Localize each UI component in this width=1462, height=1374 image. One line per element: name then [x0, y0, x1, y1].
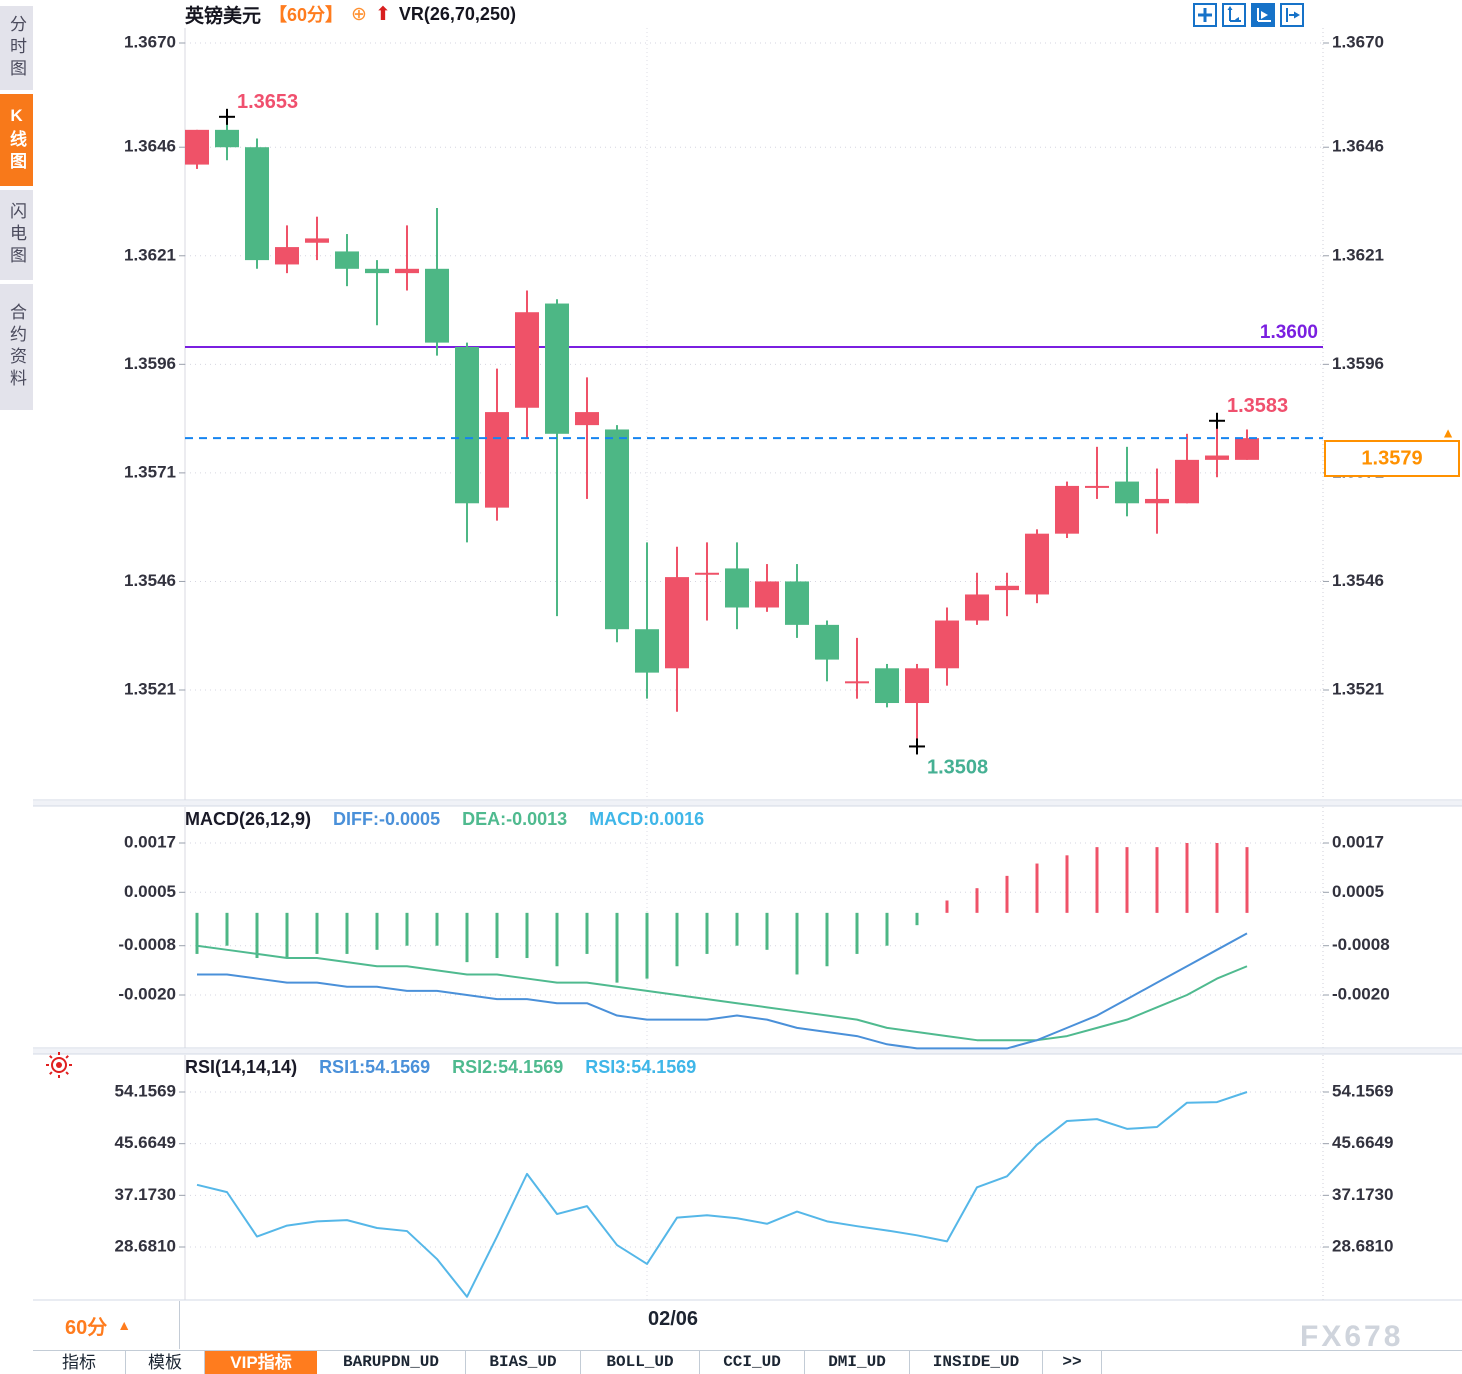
chart-toolbar: [1193, 3, 1304, 27]
period-selector-label: 60分: [65, 1316, 108, 1339]
svg-text:1.3579: 1.3579: [1361, 447, 1422, 469]
tab-templates[interactable]: 模板: [126, 1351, 205, 1374]
svg-text:▲: ▲: [1441, 425, 1455, 441]
period-label: 【60分】: [269, 5, 344, 25]
svg-text:-0.0008: -0.0008: [1332, 935, 1390, 954]
svg-text:1.3670: 1.3670: [1332, 32, 1384, 51]
rsi3-value: RSI3:54.1569: [585, 1057, 697, 1077]
macd-diff-value: DIFF:-0.0005: [333, 809, 441, 829]
rsi-title-row: RSI(14,14,14) RSI1:54.1569 RSI2:54.1569 …: [185, 1057, 696, 1078]
svg-text:28.6810: 28.6810: [1332, 1236, 1393, 1255]
tab-cci-ud[interactable]: CCI_UD: [700, 1351, 805, 1374]
macd-hist-value: MACD:0.0016: [589, 809, 705, 829]
svg-text:1.3508: 1.3508: [927, 757, 988, 779]
svg-text:1.3653: 1.3653: [237, 91, 298, 113]
tab-vip-indicators[interactable]: VIP指标: [205, 1351, 317, 1374]
macd-dea-value: DEA:-0.0013: [462, 809, 568, 829]
svg-text:0.0005: 0.0005: [124, 882, 176, 901]
watermark: FX678: [1300, 1320, 1404, 1353]
svg-text:-0.0020: -0.0020: [118, 984, 176, 1003]
svg-text:1.3521: 1.3521: [1332, 679, 1384, 698]
sidebar-item-kline-chart[interactable]: K线图: [0, 94, 33, 186]
svg-text:1.3621: 1.3621: [124, 245, 176, 264]
sidebar-item-contract-info[interactable]: 合约资料: [0, 284, 33, 410]
x-axis-date-label: 02/06: [648, 1308, 699, 1330]
svg-text:37.1730: 37.1730: [1332, 1185, 1393, 1204]
svg-text:1.3596: 1.3596: [124, 354, 176, 373]
pan-right-icon[interactable]: [1280, 3, 1304, 27]
add-indicator-icon[interactable]: ⊕: [351, 3, 367, 25]
svg-text:37.1730: 37.1730: [115, 1185, 176, 1204]
symbol-name: 英镑美元: [185, 5, 262, 27]
svg-text:45.6649: 45.6649: [115, 1133, 176, 1152]
svg-text:1.3600: 1.3600: [1260, 322, 1318, 343]
tab-boll-ud[interactable]: BOLL_UD: [581, 1351, 700, 1374]
axis-scale-icon[interactable]: [1222, 3, 1246, 27]
svg-text:1.3571: 1.3571: [124, 462, 176, 481]
rsi2-value: RSI2:54.1569: [452, 1057, 564, 1077]
svg-text:1.3546: 1.3546: [124, 571, 176, 590]
svg-text:1.3583: 1.3583: [1227, 395, 1288, 417]
svg-text:54.1569: 54.1569: [1332, 1081, 1393, 1100]
svg-text:0.0005: 0.0005: [1332, 882, 1384, 901]
svg-text:1.3521: 1.3521: [124, 679, 176, 698]
sun-marker-icon: [46, 1052, 72, 1078]
svg-text:0.0017: 0.0017: [1332, 832, 1384, 851]
macd-title: MACD(26,12,9): [185, 809, 312, 829]
svg-text:-0.0020: -0.0020: [1332, 984, 1390, 1003]
auto-scale-icon[interactable]: [1251, 3, 1275, 27]
triangle-up-icon: ▲: [117, 1317, 132, 1333]
sidebar-item-time-chart[interactable]: 分时图: [0, 6, 33, 90]
svg-text:1.3670: 1.3670: [124, 32, 176, 51]
tab-dmi-ud[interactable]: DMI_UD: [805, 1351, 910, 1374]
tab-inside-ud[interactable]: INSIDE_UD: [910, 1351, 1043, 1374]
tab-indicators[interactable]: 指标: [33, 1351, 126, 1374]
svg-text:45.6649: 45.6649: [1332, 1133, 1393, 1152]
indicator-tabbar: 指标 模板 VIP指标 BARUPDN_UD BIAS_UD BOLL_UD C…: [33, 1350, 1462, 1374]
svg-text:1.3621: 1.3621: [1332, 245, 1384, 264]
svg-text:28.6810: 28.6810: [115, 1236, 176, 1255]
rsi1-value: RSI1:54.1569: [319, 1057, 431, 1077]
svg-text:0.0017: 0.0017: [124, 832, 176, 851]
vr-indicator-label: VR(26,70,250): [398, 3, 516, 24]
crosshair-icon[interactable]: [1193, 3, 1217, 27]
chart-header: 英镑美元 【60分】 ⊕ ⬆ VR(26,70,250): [185, 0, 516, 28]
svg-text:-0.0008: -0.0008: [118, 935, 176, 954]
period-selector-button[interactable]: 60分 ▲: [33, 1301, 180, 1349]
svg-text:1.3596: 1.3596: [1332, 354, 1384, 373]
svg-text:1.3546: 1.3546: [1332, 571, 1384, 590]
svg-text:1.3646: 1.3646: [1332, 137, 1384, 156]
sidebar: 分时图 K线图 闪电图 合约资料: [0, 0, 33, 414]
tab-more[interactable]: >>: [1043, 1351, 1102, 1374]
sidebar-item-lightning-chart[interactable]: 闪电图: [0, 190, 33, 280]
svg-text:54.1569: 54.1569: [115, 1081, 176, 1100]
tab-bias-ud[interactable]: BIAS_UD: [466, 1351, 581, 1374]
up-arrow-icon: ⬆: [374, 3, 391, 25]
tab-barupdn-ud[interactable]: BARUPDN_UD: [317, 1351, 466, 1374]
rsi-title: RSI(14,14,14): [185, 1057, 298, 1077]
macd-title-row: MACD(26,12,9) DIFF:-0.0005 DEA:-0.0013 M…: [185, 809, 704, 830]
svg-text:1.3646: 1.3646: [124, 137, 176, 156]
